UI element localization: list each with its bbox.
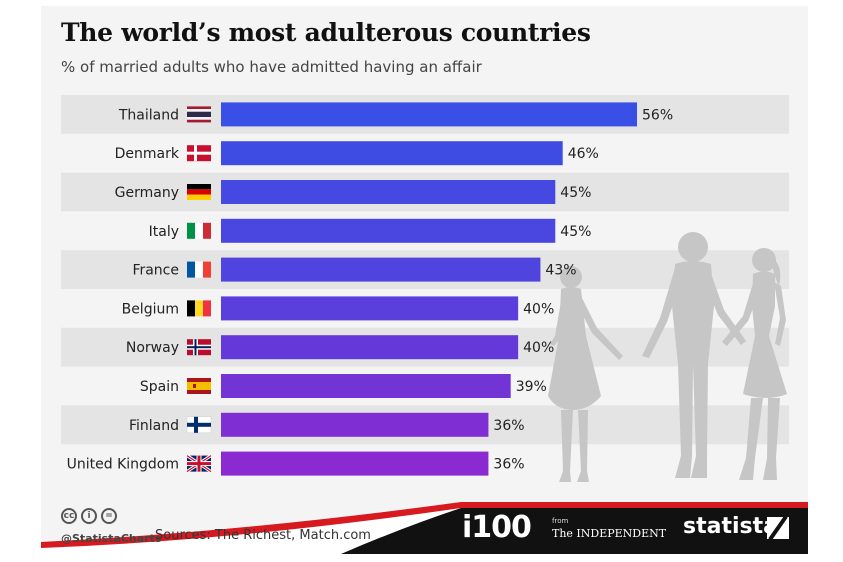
value-label: 56% (642, 107, 673, 123)
category-label: Italy (149, 224, 179, 240)
category-label: Denmark (115, 146, 180, 162)
value-label: 43% (545, 263, 576, 279)
bar-thailand (221, 102, 637, 127)
statista-handle[interactable]: @StatistaCharts (61, 532, 162, 545)
value-label: 36% (493, 457, 524, 473)
bar-finland (221, 412, 489, 437)
footer-swoosh (41, 502, 808, 554)
uk-flag-icon (186, 454, 212, 473)
value-label: 45% (560, 224, 591, 240)
bar-italy (221, 218, 556, 243)
category-label: Germany (115, 185, 179, 201)
value-label: 46% (568, 146, 599, 162)
germany-flag-icon (187, 184, 211, 200)
value-label: 36% (493, 418, 524, 434)
thailand-flag-icon (187, 106, 211, 123)
category-label: Spain (140, 379, 179, 395)
i100-logo: i100 (462, 510, 532, 545)
value-label: 40% (523, 301, 554, 317)
value-label: 45% (560, 185, 591, 201)
category-label: Finland (129, 418, 179, 434)
norway-flag-icon (187, 339, 211, 356)
chart-subtitle: % of married adults who have admitted ha… (61, 58, 482, 76)
category-label: United Kingdom (67, 457, 179, 473)
category-label: France (132, 263, 179, 279)
finland-flag-icon (186, 416, 212, 434)
denmark-flag-icon (187, 145, 211, 162)
infographic-card: The world’s most adulterous countries % … (41, 6, 808, 554)
value-label: 39% (516, 379, 547, 395)
bar-chart: 56% Thailand 46% Denmark 45% Germany 45% Italy 4… (61, 95, 789, 482)
statista-logo: statista (683, 514, 778, 539)
bar-united-kingdom (221, 451, 489, 476)
license-icons: cc i = (61, 508, 117, 524)
category-label: Thailand (118, 107, 179, 123)
footer: cc i = @StatistaCharts Sources: The Rich… (41, 498, 808, 554)
category-label: Belgium (122, 301, 179, 317)
from-label: from (552, 517, 569, 525)
value-label: 40% (523, 340, 554, 356)
italy-flag-icon (187, 222, 211, 239)
nd-icon: = (101, 508, 117, 524)
bar-spain (221, 374, 511, 398)
chart-title: The world’s most adulterous countries (61, 18, 591, 47)
sources-text: Sources: The Richest, Match.com (155, 528, 371, 543)
bar-belgium (221, 296, 519, 321)
belgium-flag-icon (187, 300, 211, 317)
cc-icon: cc (61, 508, 77, 524)
category-label: Norway (126, 340, 179, 356)
spain-flag-icon (187, 378, 211, 394)
bar-denmark (221, 141, 563, 166)
by-icon: i (81, 508, 97, 524)
bar-france (221, 257, 541, 282)
bar-germany (221, 180, 556, 204)
bar-norway (221, 335, 519, 360)
france-flag-icon (187, 261, 211, 278)
couple-silhouette-icon (548, 232, 787, 482)
independent-logo: The INDEPENDENT (552, 527, 667, 540)
statista-logo-icon (767, 517, 789, 539)
